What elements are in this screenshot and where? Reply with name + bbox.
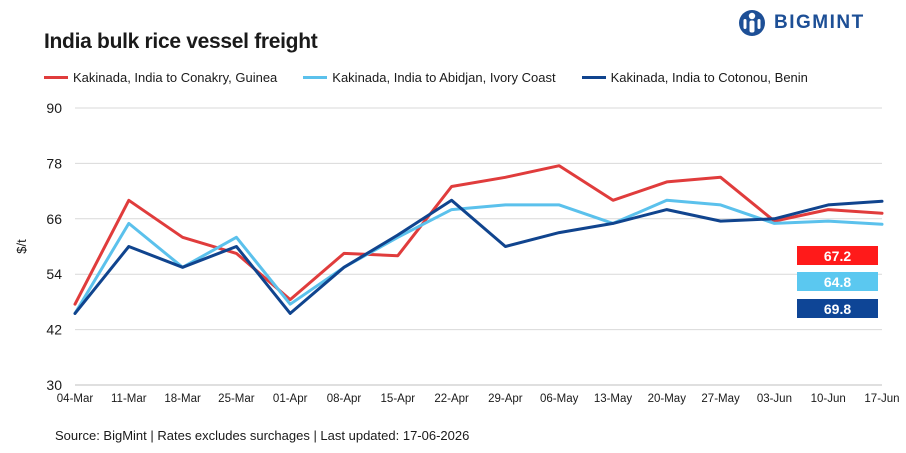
x-tick-label: 18-Mar: [164, 393, 201, 405]
x-tick-label: 08-Apr: [327, 393, 362, 405]
x-tick-label: 15-Apr: [381, 393, 416, 405]
legend-item-conakry: Kakinada, India to Conakry, Guinea: [44, 70, 277, 85]
series-line-2: [73, 198, 884, 315]
y-tick-label: 30: [46, 377, 62, 393]
line-chart: 30 42 54 66 78 90 04-Mar 11-Mar 18-Mar 25-Mar 01-A…: [14, 100, 900, 405]
x-tick-label: 13-May: [594, 393, 633, 405]
value-label-box-0: [797, 246, 878, 265]
x-tick-label: 22-Apr: [434, 393, 469, 405]
y-tick-label: 54: [46, 266, 62, 282]
value-label-box-2: [797, 299, 878, 318]
x-tick-label: 01-Apr: [273, 393, 308, 405]
brand-logo: BIGMINT: [738, 8, 865, 38]
legend-label-conakry: Kakinada, India to Conakry, Guinea: [73, 70, 278, 85]
y-tick-label: 90: [46, 100, 62, 116]
x-tick-label: 06-May: [540, 393, 579, 405]
legend-label-abidjan: Kakinada, India to Abidjan, Ivory Coast: [332, 70, 556, 85]
legend-swatch-abidjan: [303, 76, 328, 79]
y-tick-label: 42: [46, 322, 62, 338]
x-tick-label: 25-Mar: [218, 393, 255, 405]
y-tick-label: 78: [46, 155, 62, 171]
chart-title: India bulk rice vessel freight: [44, 30, 318, 53]
source-note: Source: BigMint | Rates excludes surchag…: [55, 428, 470, 443]
brand-name: BIGMINT: [774, 12, 865, 33]
x-tick-label: 04-Mar: [57, 393, 94, 405]
legend: Kakinada, India to Conakry, Guinea Kakin…: [44, 70, 834, 85]
legend-item-abidjan: Kakinada, India to Abidjan, Ivory Coast: [303, 70, 556, 85]
x-tick-label: 20-May: [648, 393, 687, 405]
series-line-0: [73, 164, 884, 306]
x-tick-label: 17-Jun: [864, 393, 899, 405]
legend-label-cotonou: Kakinada, India to Cotonou, Benin: [610, 70, 808, 85]
y-axis-label: $/t: [14, 239, 29, 254]
series-line-1: [73, 198, 884, 315]
y-tick-label: 66: [46, 211, 62, 227]
bigmint-logo-icon: [739, 10, 765, 36]
legend-swatch-cotonou: [581, 76, 606, 79]
legend-swatch-conakry: [44, 76, 68, 79]
x-tick-label: 11-Mar: [111, 393, 147, 405]
x-tick-label: 29-Apr: [488, 393, 523, 405]
value-label-2: 69.8: [824, 301, 851, 317]
x-tick-label: 03-Jun: [757, 393, 792, 405]
x-tick-label: 10-Jun: [811, 393, 846, 405]
value-label-1: 64.8: [824, 274, 851, 290]
legend-item-cotonou: Kakinada, India to Cotonou, Benin: [581, 70, 808, 85]
value-label-0: 67.2: [824, 248, 851, 264]
value-label-box-1: [797, 272, 878, 291]
x-tick-label: 27-May: [701, 393, 740, 405]
